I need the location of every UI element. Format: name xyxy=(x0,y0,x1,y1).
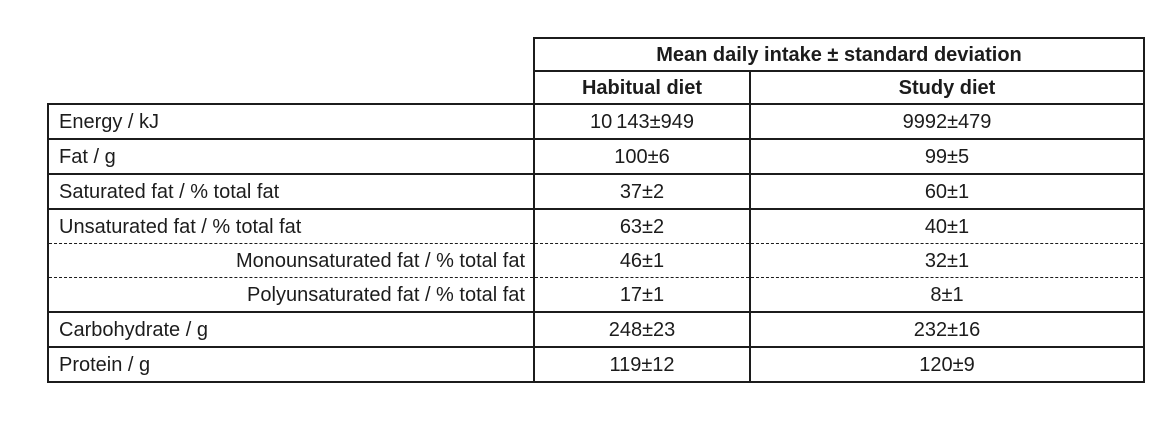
study-value: 120±9 xyxy=(749,346,1145,383)
row-label: Energy / kJ xyxy=(47,103,535,139)
table-row-protein: Protein / g 119±12 120±9 xyxy=(47,346,1145,383)
study-value: 60±1 xyxy=(749,173,1145,209)
study-value: 99±5 xyxy=(749,138,1145,174)
table-row-energy: Energy / kJ 10 143±949 9992±479 xyxy=(47,103,1145,139)
habitual-value: 63±2 xyxy=(533,208,751,244)
habitual-value: 37±2 xyxy=(533,173,751,209)
column-header-study-diet: Study diet xyxy=(749,70,1145,105)
habitual-value: 248±23 xyxy=(533,311,751,347)
study-value: 40±1 xyxy=(749,208,1145,244)
row-label: Unsaturated fat / % total fat xyxy=(47,208,535,244)
study-value: 32±1 xyxy=(749,243,1145,278)
row-label: Carbohydrate / g xyxy=(47,311,535,347)
habitual-value: 119±12 xyxy=(533,346,751,383)
table-row-unsaturated-fat: Unsaturated fat / % total fat 63±2 40±1 xyxy=(47,208,1145,244)
row-label: Polyunsaturated fat / % total fat xyxy=(47,277,535,312)
table-row-saturated-fat: Saturated fat / % total fat 37±2 60±1 xyxy=(47,173,1145,209)
study-value: 232±16 xyxy=(749,311,1145,347)
row-label: Fat / g xyxy=(47,138,535,174)
row-label: Monounsaturated fat / % total fat xyxy=(47,243,535,278)
nutrition-table: Mean daily intake ± standard deviation H… xyxy=(47,37,1145,383)
table-row-polyunsaturated-fat: Polyunsaturated fat / % total fat 17±1 8… xyxy=(47,277,1145,312)
table-row-carbohydrate: Carbohydrate / g 248±23 232±16 xyxy=(47,311,1145,347)
header-spacer-cell xyxy=(48,71,534,104)
header-row-title: Mean daily intake ± standard deviation xyxy=(48,37,1145,72)
habitual-value: 10 143±949 xyxy=(533,103,751,139)
header-row-columns: Habitual diet Study diet xyxy=(48,70,1145,105)
table-title: Mean daily intake ± standard deviation xyxy=(533,37,1145,72)
table-row-fat: Fat / g 100±6 99±5 xyxy=(47,138,1145,174)
habitual-value: 100±6 xyxy=(533,138,751,174)
study-value: 9992±479 xyxy=(749,103,1145,139)
row-label: Saturated fat / % total fat xyxy=(47,173,535,209)
row-label: Protein / g xyxy=(47,346,535,383)
habitual-value: 17±1 xyxy=(533,277,751,312)
habitual-value: 46±1 xyxy=(533,243,751,278)
column-header-habitual-diet: Habitual diet xyxy=(533,70,751,105)
table-row-monounsaturated-fat: Monounsaturated fat / % total fat 46±1 3… xyxy=(47,243,1145,278)
study-value: 8±1 xyxy=(749,277,1145,312)
header-spacer-cell xyxy=(48,38,534,71)
